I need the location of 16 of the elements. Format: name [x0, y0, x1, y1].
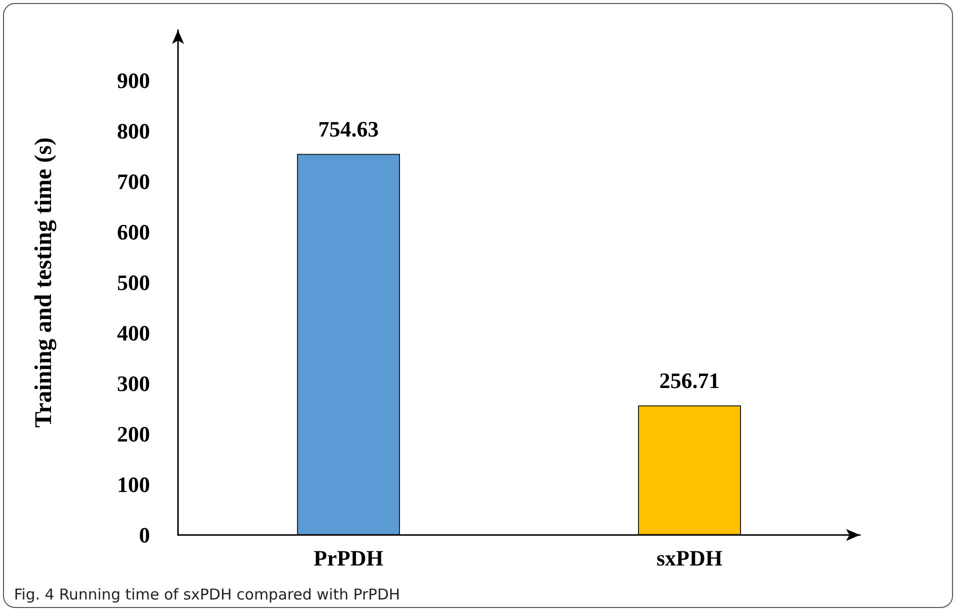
y-tick-label: 800 — [117, 118, 150, 144]
data-label: 754.63 — [318, 116, 379, 142]
y-tick-label: 200 — [117, 422, 150, 446]
data-label: 256.71 — [659, 368, 720, 393]
y-tick-label: 400 — [117, 320, 150, 346]
x-tick-label: PrPDH — [314, 546, 384, 570]
y-tick-label: 0 — [139, 522, 150, 548]
y-tick-label: 600 — [117, 220, 150, 244]
y-tick-label: 100 — [117, 472, 150, 497]
y-tick-label: 900 — [117, 68, 150, 93]
x-tick-label: sxPDH — [656, 546, 722, 570]
y-axis-title: Training and testing time (s) — [31, 137, 57, 428]
y-tick-label: 500 — [117, 270, 150, 295]
caption: Fig. 4 Running time of sxPDH compared with PrPDH — [14, 586, 400, 604]
y-tick-label: 300 — [117, 371, 150, 396]
y-tick-label: 700 — [117, 169, 150, 194]
